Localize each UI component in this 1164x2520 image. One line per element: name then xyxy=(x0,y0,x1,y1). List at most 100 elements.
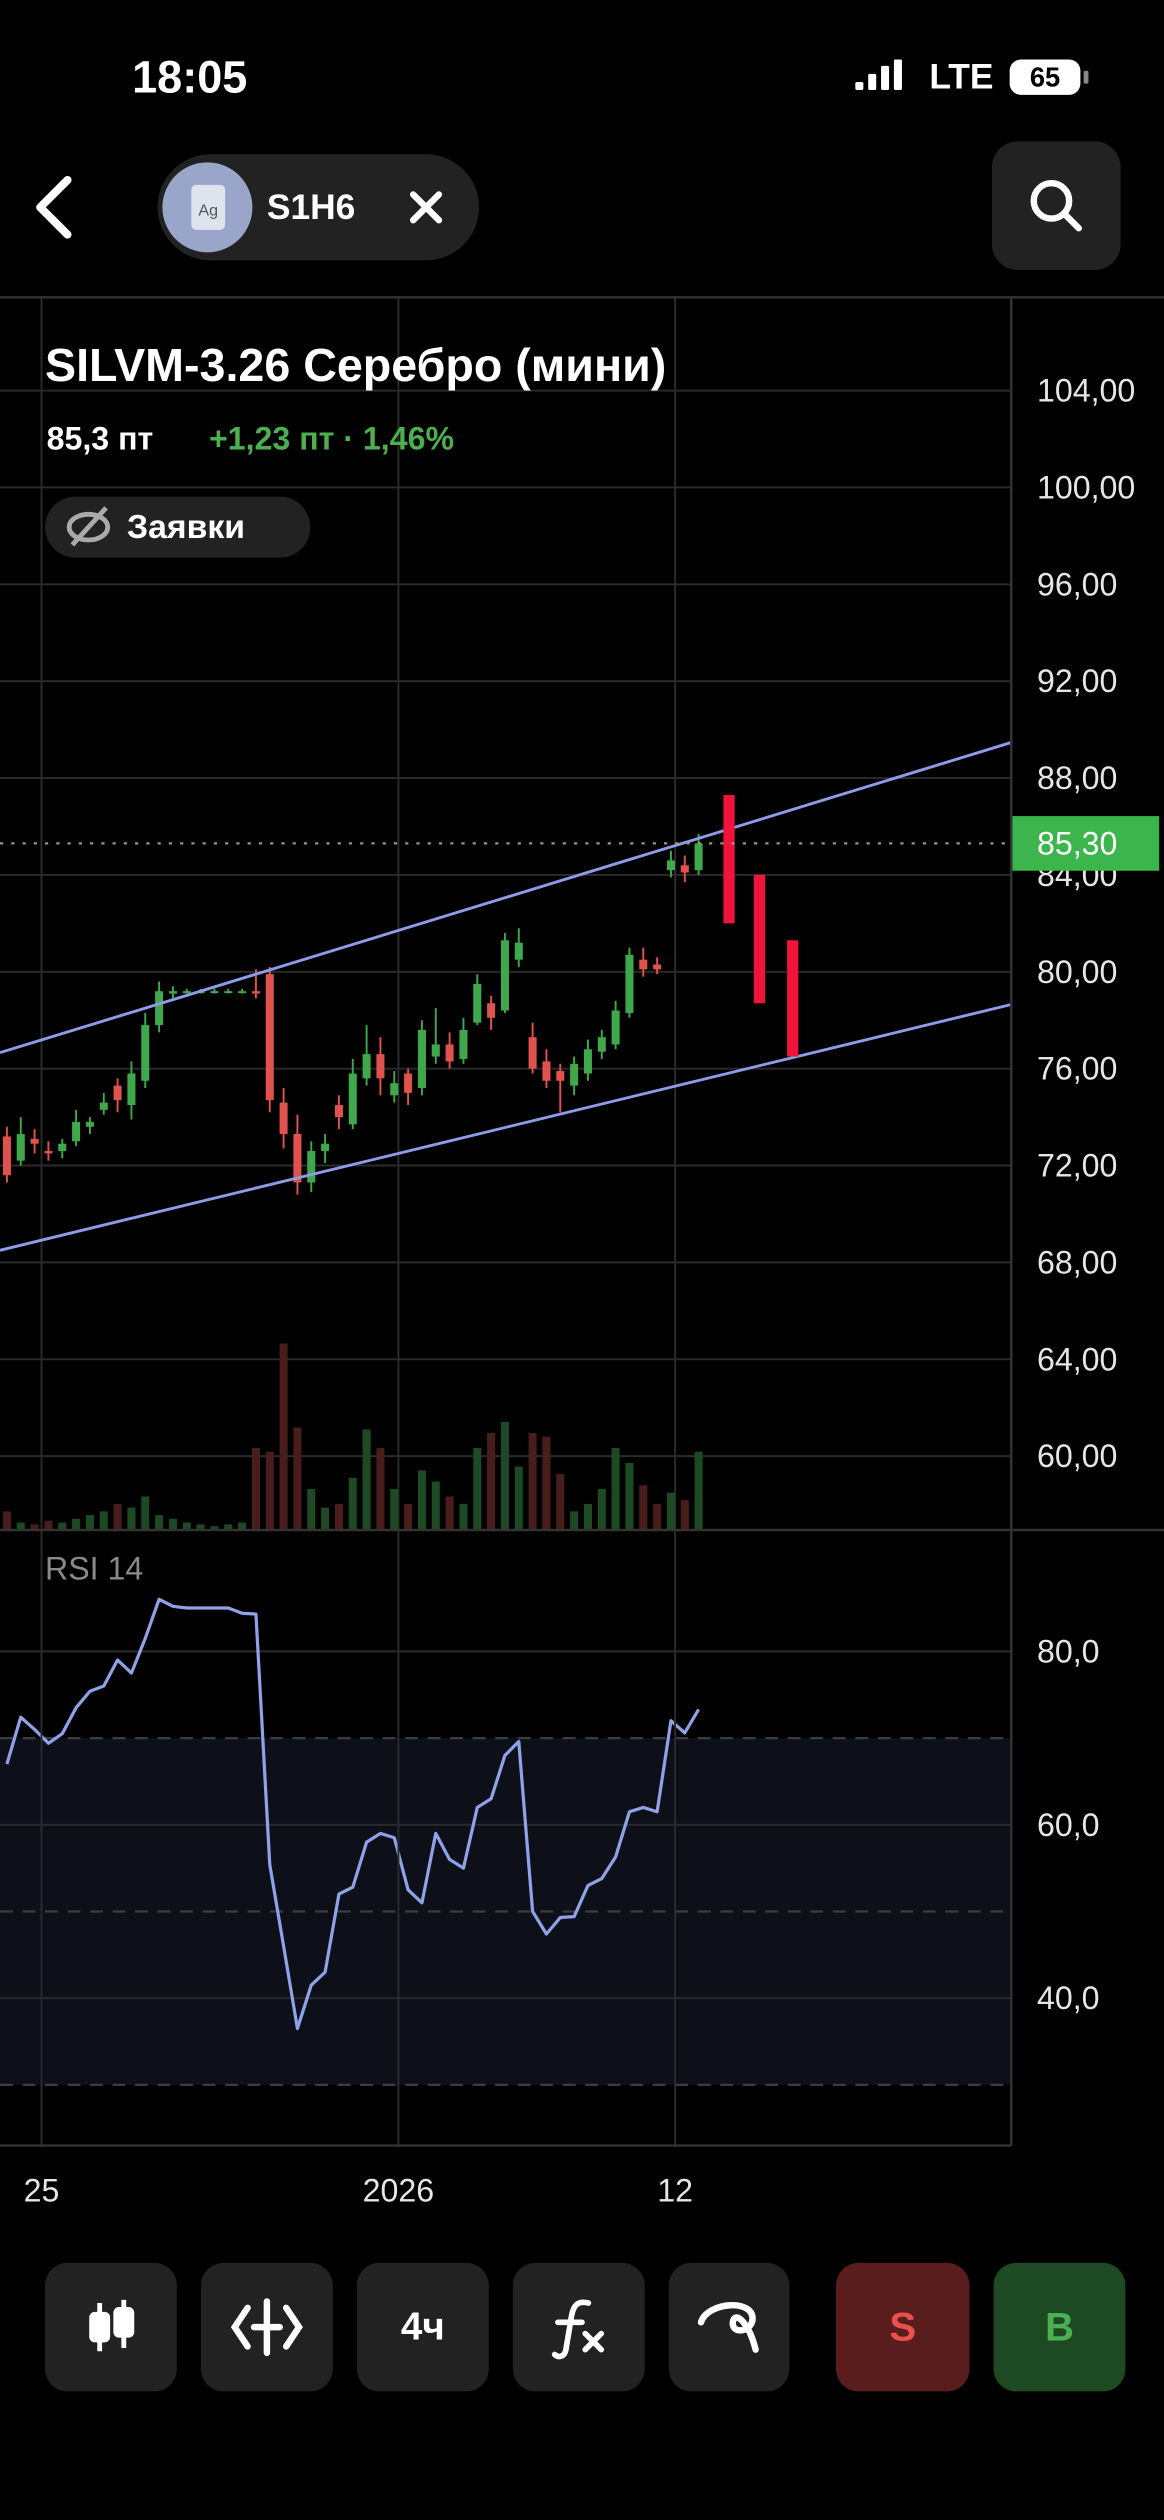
candle-body xyxy=(99,1102,108,1110)
chart-type-button[interactable] xyxy=(45,2262,177,2392)
instrument-icon-doc xyxy=(191,184,226,230)
volume-bar xyxy=(514,1466,523,1530)
eye-slash xyxy=(70,506,108,547)
volume-bar xyxy=(16,1522,25,1530)
price-change: +1,23 пт · 1,46% xyxy=(209,421,454,457)
eye-icon xyxy=(66,511,111,543)
volume-bar xyxy=(72,1518,81,1530)
orders-toggle[interactable] xyxy=(45,496,311,558)
volume-bar xyxy=(445,1496,454,1530)
candle-body xyxy=(127,1073,136,1105)
volume-bar xyxy=(127,1507,136,1530)
volume-bar xyxy=(556,1474,565,1530)
volume-bar xyxy=(307,1488,316,1530)
battery-tip xyxy=(1083,70,1089,84)
volume-bar xyxy=(666,1492,675,1530)
candle-body xyxy=(238,991,247,994)
volume-bar xyxy=(279,1343,288,1530)
x-tick-label: 12 xyxy=(657,2173,693,2209)
candle-body xyxy=(16,1134,25,1161)
volume-bar xyxy=(30,1524,39,1530)
candle-body xyxy=(30,1138,39,1144)
candle-body xyxy=(556,1071,565,1081)
candle-body xyxy=(445,1044,454,1062)
y-tick-label: 68,00 xyxy=(1037,1244,1117,1280)
volume-bar xyxy=(597,1488,606,1530)
volume-bar xyxy=(348,1477,357,1530)
volume-bar xyxy=(182,1522,191,1530)
candle-body xyxy=(390,1083,399,1096)
candle-body xyxy=(307,1150,316,1183)
volume-bar xyxy=(293,1427,302,1530)
y-tick-label: 88,00 xyxy=(1037,760,1117,796)
y-tick-label: 60,00 xyxy=(1037,1438,1117,1474)
network-label: LTE xyxy=(929,58,993,97)
search-icon-handle xyxy=(1061,210,1083,232)
drawing-icon xyxy=(697,2302,759,2353)
candle-body xyxy=(85,1121,94,1127)
close-chip[interactable] xyxy=(409,191,443,224)
volume-bar xyxy=(694,1451,703,1530)
sell-button[interactable] xyxy=(836,2262,970,2392)
volume-bar xyxy=(362,1429,371,1530)
volume-bar xyxy=(570,1511,579,1530)
sell-label: S xyxy=(889,2305,916,2350)
candle-body xyxy=(265,974,274,1101)
back-button[interactable] xyxy=(36,175,72,239)
status-time: 18:05 xyxy=(132,52,247,103)
ticker: S1H6 xyxy=(267,188,355,227)
interval-label: 4ч xyxy=(401,2306,445,2349)
volume-bar xyxy=(224,1524,233,1530)
y-tick-label: 104,00 xyxy=(1037,373,1135,409)
volume-bar xyxy=(473,1447,482,1530)
volume-bar xyxy=(58,1522,67,1530)
candle-body xyxy=(625,954,634,1013)
candle-body xyxy=(611,1010,620,1045)
candle-body xyxy=(141,1025,150,1081)
volume-bar xyxy=(542,1436,551,1530)
volume-bar xyxy=(196,1524,205,1530)
interval-button[interactable] xyxy=(356,2262,489,2392)
candle-body xyxy=(431,1044,440,1057)
volume-bar xyxy=(85,1515,94,1530)
rsi-title: RSI 14 xyxy=(45,1551,143,1587)
volume-bar xyxy=(376,1447,385,1530)
search-button[interactable] xyxy=(991,141,1121,270)
volume-bar xyxy=(238,1522,247,1530)
volume-bar xyxy=(680,1500,689,1530)
last-price: 85,3 пт xyxy=(47,421,154,457)
volume-bar xyxy=(334,1503,343,1530)
candle-body xyxy=(583,1049,592,1074)
instrument-icon-label: Ag xyxy=(198,202,218,220)
volume-bar xyxy=(583,1503,592,1530)
candle-body xyxy=(514,942,523,960)
volume-bar xyxy=(417,1470,426,1530)
candle-body xyxy=(72,1121,81,1142)
volume-bar xyxy=(611,1447,620,1530)
candle-body xyxy=(666,860,675,871)
candle-body xyxy=(2,1136,11,1176)
candle-body xyxy=(348,1073,357,1125)
volume-bar xyxy=(653,1503,662,1530)
candle-body xyxy=(597,1037,606,1052)
candle-body xyxy=(44,1150,53,1154)
y-tick-label: 76,00 xyxy=(1037,1051,1117,1087)
x-tick-label: 25 xyxy=(24,2173,60,2209)
drawing-button[interactable] xyxy=(668,2262,790,2392)
trendline xyxy=(0,1003,1012,1252)
volume-bar xyxy=(265,1451,274,1530)
volume-bar xyxy=(500,1421,509,1530)
candle-body xyxy=(155,991,164,1026)
candle-body xyxy=(653,964,662,970)
indicators-button[interactable] xyxy=(512,2262,645,2392)
volume-bar xyxy=(251,1447,260,1530)
compare-icon xyxy=(230,2298,303,2357)
candle-body xyxy=(542,1061,551,1081)
volume-bar xyxy=(321,1507,330,1530)
buy-button[interactable] xyxy=(993,2262,1126,2392)
volume-bar xyxy=(528,1433,537,1530)
last-price-box xyxy=(1011,816,1160,871)
y-tick-label: 80,0 xyxy=(1037,1633,1100,1669)
